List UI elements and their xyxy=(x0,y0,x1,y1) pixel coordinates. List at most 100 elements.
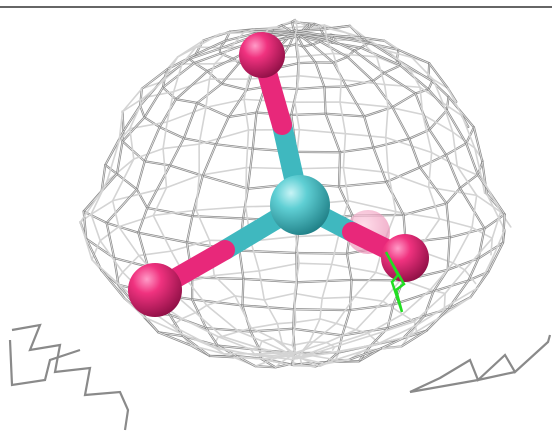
mesh-edge xyxy=(362,345,403,352)
mesh-edge xyxy=(106,140,120,183)
mesh-edge xyxy=(384,106,389,139)
mesh-edge xyxy=(294,318,321,324)
mesh-highlight xyxy=(101,269,125,299)
mesh-edge xyxy=(319,359,334,368)
mesh-edge xyxy=(79,221,93,261)
mesh-edge xyxy=(121,254,140,274)
mesh-highlight xyxy=(415,89,429,94)
mesh-edge xyxy=(326,39,335,55)
mesh-edge xyxy=(335,296,356,325)
mesh-highlight xyxy=(446,109,467,144)
mesh-highlight xyxy=(428,80,433,90)
mesh-highlight xyxy=(144,160,171,166)
mesh-highlight xyxy=(341,309,351,336)
mesh-edge xyxy=(327,27,347,34)
mesh-highlight xyxy=(386,181,404,216)
mesh-highlight xyxy=(123,105,141,132)
mesh-highlight xyxy=(326,38,355,51)
mesh-edge xyxy=(463,237,494,271)
mesh-edge xyxy=(334,350,364,361)
mesh-edge xyxy=(121,96,145,113)
mesh-edge xyxy=(181,317,220,338)
mesh-edge xyxy=(344,132,387,139)
mesh-edge xyxy=(221,335,260,349)
mesh-edge xyxy=(258,347,300,359)
mesh-edge xyxy=(195,209,211,242)
mesh-highlight xyxy=(136,160,146,190)
mesh-edge xyxy=(261,340,293,356)
mesh-highlight xyxy=(141,69,168,90)
mesh-highlight xyxy=(292,328,343,336)
mesh-highlight xyxy=(175,70,208,100)
mesh-edge xyxy=(353,271,377,298)
mesh-highlight xyxy=(215,116,230,145)
mesh-edge xyxy=(106,158,135,183)
mesh-edge xyxy=(342,132,347,169)
mesh-edge xyxy=(244,166,248,208)
mesh-highlight xyxy=(228,112,257,118)
mesh-edge xyxy=(339,78,343,103)
mesh-edge xyxy=(413,292,446,323)
mesh-edge xyxy=(267,25,279,31)
mesh-edge xyxy=(258,340,263,349)
mesh-edge xyxy=(234,295,266,301)
mesh-highlight xyxy=(346,80,374,87)
mesh-edge xyxy=(332,52,343,81)
mesh-edge xyxy=(312,322,337,343)
mesh-edge xyxy=(387,50,413,59)
mesh-edge xyxy=(195,174,200,212)
mesh-fragment xyxy=(11,323,130,431)
mesh-edge xyxy=(121,87,143,113)
mesh-highlight xyxy=(349,304,394,311)
mesh-highlight xyxy=(468,258,479,281)
mesh-edge xyxy=(355,328,370,334)
mesh-highlight xyxy=(104,130,124,166)
mesh-edge xyxy=(172,63,183,93)
mesh-highlight xyxy=(346,253,352,281)
mesh-highlight xyxy=(169,314,184,337)
mesh-edge xyxy=(339,101,389,108)
mesh-highlight xyxy=(247,148,254,190)
mesh-highlight xyxy=(138,207,148,234)
mesh-edge xyxy=(198,166,248,177)
mesh-highlight xyxy=(338,151,341,187)
mesh-edge xyxy=(321,263,333,300)
mesh-edge xyxy=(480,175,502,213)
mesh-edge xyxy=(293,292,297,324)
mesh-edge xyxy=(342,166,350,202)
mesh-edge xyxy=(461,114,476,149)
mesh-edge xyxy=(442,102,454,133)
mesh-highlight xyxy=(465,142,479,175)
mesh-highlight xyxy=(324,86,326,115)
molecule xyxy=(128,32,429,317)
mesh-edge xyxy=(189,344,225,355)
mesh-edge xyxy=(263,292,296,301)
mesh-edge xyxy=(427,186,441,220)
mesh-highlight xyxy=(459,174,479,189)
mesh-highlight xyxy=(122,140,146,162)
mesh-edge xyxy=(211,346,257,357)
mesh-edge xyxy=(353,296,384,303)
mesh-edge xyxy=(205,98,245,109)
mesh-highlight xyxy=(308,23,311,29)
mesh-highlight xyxy=(106,222,139,234)
mesh-edge xyxy=(206,295,236,307)
mesh-highlight xyxy=(387,304,394,329)
mesh-highlight xyxy=(302,44,313,47)
atom xyxy=(381,234,429,282)
mesh-edge xyxy=(162,121,168,150)
mesh-highlight xyxy=(202,175,249,190)
mesh-edge xyxy=(111,158,135,202)
mesh-edge xyxy=(129,96,145,130)
mesh-edge xyxy=(338,343,376,352)
mesh-edge xyxy=(90,213,102,242)
mesh-highlight xyxy=(333,36,371,44)
mesh-edge xyxy=(170,239,211,252)
mesh-edge xyxy=(166,90,175,123)
mesh-highlight xyxy=(488,242,504,273)
mesh-highlight xyxy=(159,126,185,139)
mesh-edge xyxy=(408,317,440,337)
mesh-edge xyxy=(294,34,300,58)
mesh-highlight xyxy=(144,87,164,118)
mesh-highlight xyxy=(337,335,343,353)
